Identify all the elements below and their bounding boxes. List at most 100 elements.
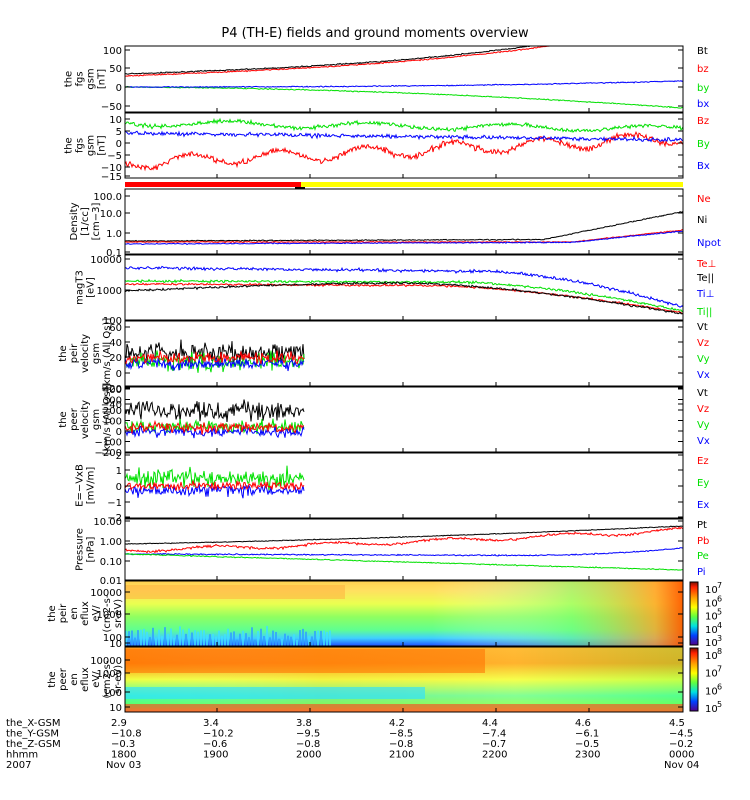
legend-label: Pe (697, 551, 709, 562)
x-axis-value: −0.2 (669, 739, 693, 750)
y-tick-label: −10 (101, 163, 122, 174)
panel-frame (124, 646, 684, 713)
y-axis-label: peer (69, 407, 80, 431)
y-tick-label: 10000 (90, 656, 122, 667)
spectrogram-streak (200, 630, 202, 646)
x-axis-value: 4.5 (669, 718, 685, 729)
spectrogram-streak (272, 630, 274, 646)
colorbar-label: 10 (705, 625, 718, 636)
legend-label: Bx (697, 161, 710, 172)
legend-label: bx (697, 99, 709, 110)
spectrogram-streak (299, 630, 301, 646)
panel-frame (124, 254, 684, 321)
spectrogram-streak (260, 628, 262, 646)
series-line-vx (124, 425, 305, 439)
spectrogram-streak (287, 635, 289, 646)
series-line-bx (124, 80, 684, 89)
spectrogram-streak (251, 627, 253, 646)
panel-frame (124, 386, 684, 453)
y-axis-label: velocity (80, 334, 91, 373)
y-axis-label: (cm2-s- (102, 660, 113, 698)
series-line-vt (124, 399, 305, 422)
x-axis-value: −0.8 (389, 739, 413, 750)
y-tick-label: 10000 (90, 255, 122, 266)
y-tick-label: 0 (116, 83, 122, 94)
spectrogram-streak (158, 629, 160, 646)
colorbar-exponent: 7 (717, 665, 722, 674)
y-tick-label: −40 (101, 400, 122, 411)
spectrogram-streak (311, 636, 313, 646)
y-tick-label: 400 (103, 385, 122, 396)
spectrogram-streak (245, 633, 247, 646)
legend-label: Te⊥ (696, 259, 716, 270)
y-axis-label: gsm (86, 68, 97, 89)
legend-label: Ni (697, 215, 707, 226)
y-axis-label: the (58, 411, 69, 427)
spectrogram-band (125, 687, 425, 699)
spectrogram-streak (131, 630, 133, 646)
x-axis-value: −0.7 (482, 739, 506, 750)
series-line-by (124, 117, 684, 133)
y-tick-label: 10 (109, 639, 122, 650)
x-axis-value: −6.1 (575, 729, 599, 740)
spectrogram-streak (233, 631, 235, 646)
y-axis-label: the (47, 605, 58, 621)
y-axis-label: the (64, 137, 75, 153)
y-tick-label: 5 (116, 127, 122, 138)
colorbar-label: 10 (705, 704, 718, 715)
y-tick-label: 10000 (90, 588, 122, 599)
y-tick-label: −20 (101, 384, 122, 395)
spectrogram-streak (323, 630, 325, 646)
spectrogram-streak (155, 638, 157, 646)
spectrogram-streak (254, 639, 256, 646)
y-tick-label: 10 (109, 703, 122, 714)
series-line-bz (124, 130, 684, 172)
y-axis-label: sr-eV) (113, 665, 124, 694)
y-tick-label: 0.1 (106, 248, 122, 259)
spectrogram-streak (176, 634, 178, 646)
y-axis-label: E=−VxB (75, 464, 86, 507)
x-axis-value: −7.4 (482, 729, 506, 740)
spectrogram-streak (197, 631, 199, 646)
x-axis-row-label: the_Y-GSM (6, 729, 59, 740)
y-axis-label: gsm (86, 135, 97, 156)
spectrogram-streak (140, 629, 142, 646)
y-tick-label: 20 (109, 353, 122, 364)
y-tick-label: −1 (107, 498, 122, 509)
spectrogram-streak (308, 635, 310, 646)
y-tick-label: 100 (103, 46, 122, 57)
spectrogram-streak (317, 630, 319, 646)
y-tick-label: 0.10 (100, 557, 122, 568)
spectrogram-band (125, 585, 345, 599)
y-tick-label: −50 (101, 102, 122, 113)
y-tick-label: 1 (116, 466, 122, 477)
x-axis-value: 2000 (296, 750, 321, 761)
colorbar-exponent: 5 (717, 700, 722, 709)
x-axis-value: 0000 (669, 750, 694, 761)
y-axis-label: velocity (80, 400, 91, 439)
y-axis-label: [nPa] (86, 536, 97, 562)
y-tick-label: 1000 (97, 669, 122, 680)
spectrogram-streak (125, 630, 127, 646)
colorbar-label: 10 (705, 669, 718, 680)
spectrogram-streak (191, 632, 193, 646)
y-tick-label: 200 (103, 406, 122, 417)
y-axis-label: gsm (91, 343, 102, 364)
panel-frame (124, 112, 684, 179)
y-axis-label: Density (69, 202, 80, 240)
series-line-bz (125, 45, 683, 77)
series-line-ti-par (124, 278, 684, 313)
x-axis-value: 2100 (389, 750, 414, 761)
series-line-vx (124, 357, 305, 372)
x-axis-value: −8.5 (389, 729, 413, 740)
x-axis-value: −0.6 (203, 739, 227, 750)
series-line-by (125, 85, 684, 109)
y-tick-label: 60 (109, 323, 122, 334)
series-line-ni (124, 210, 684, 242)
y-axis-label: peir (69, 343, 80, 363)
spectrogram-streak (236, 639, 238, 646)
spectrogram-streak (224, 634, 226, 646)
spectrogram-streak (146, 631, 148, 646)
series-line-vt (124, 339, 305, 365)
y-tick-label: 100.0 (93, 192, 122, 203)
